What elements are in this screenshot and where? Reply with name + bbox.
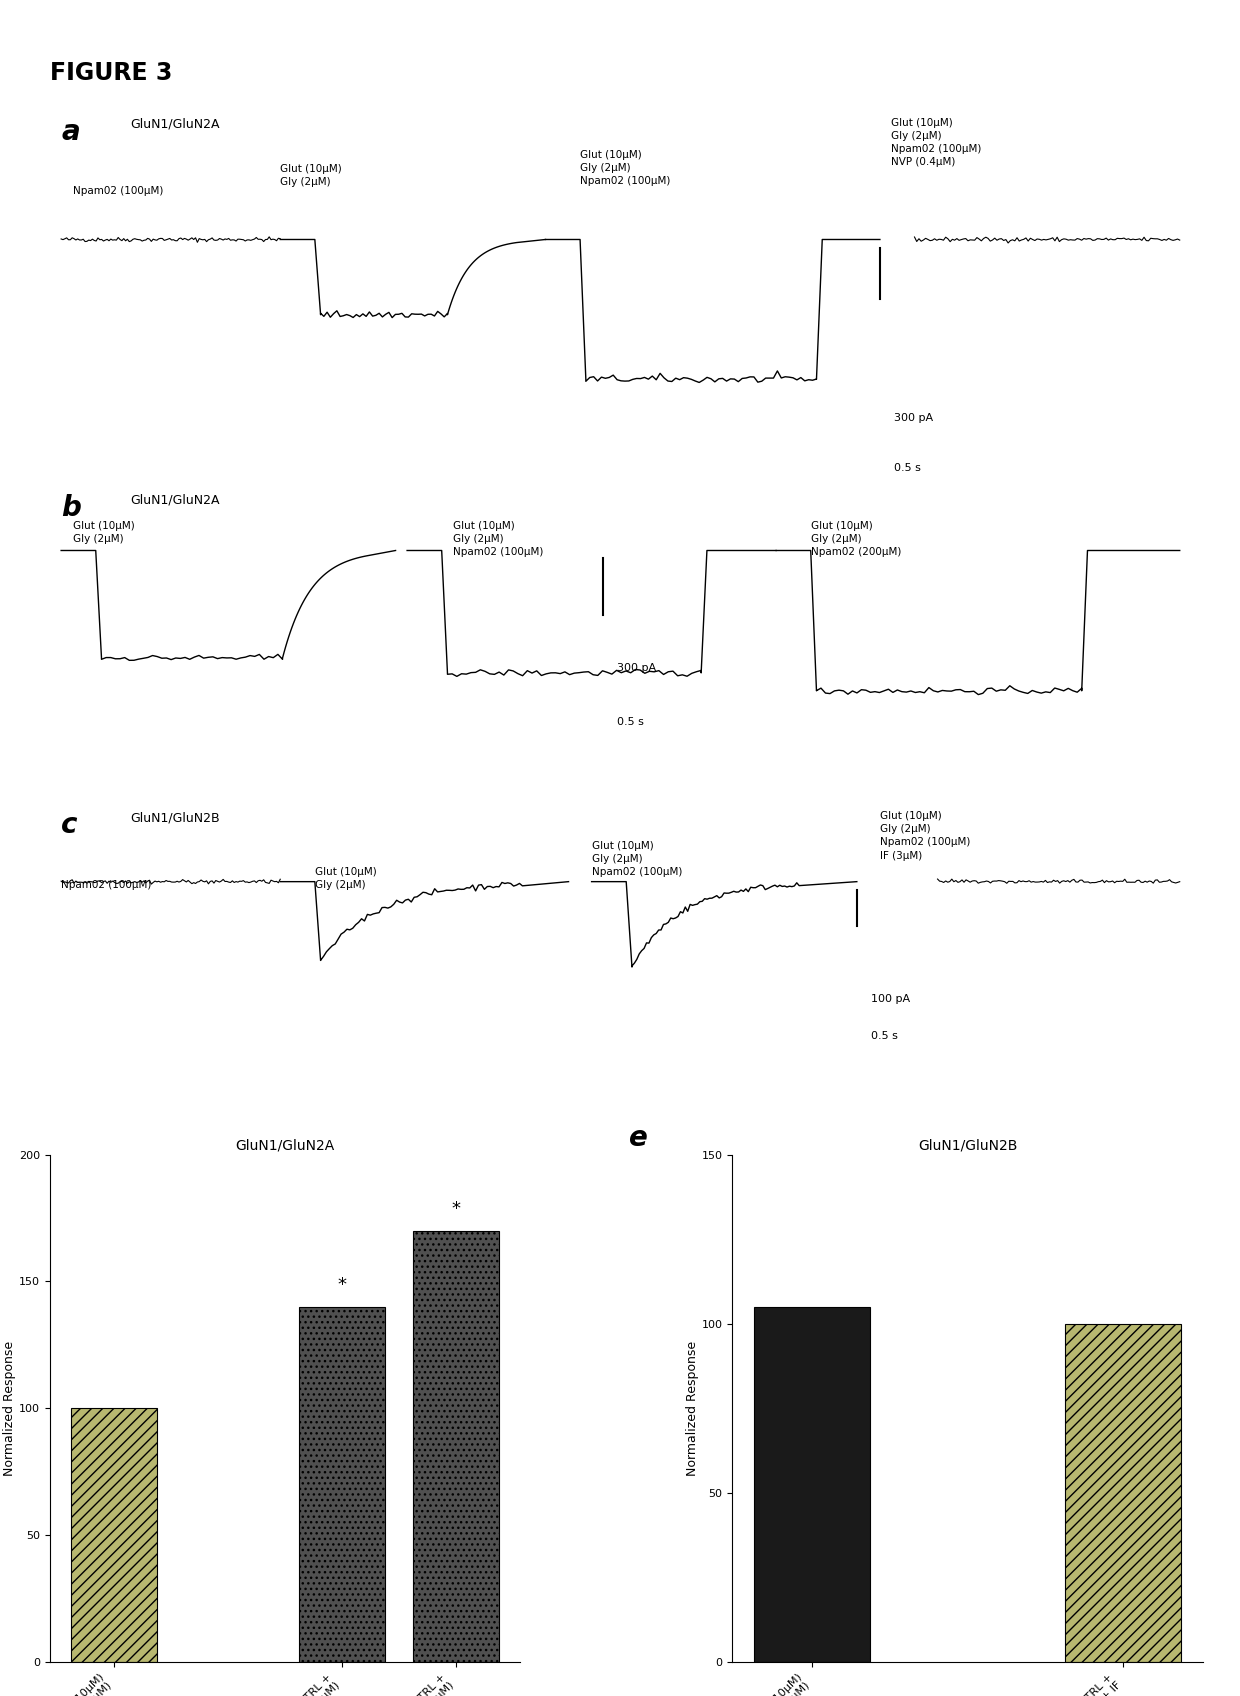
Y-axis label: Normalized Response: Normalized Response <box>686 1342 698 1476</box>
Text: b: b <box>61 494 81 522</box>
Bar <box>754 1308 870 1662</box>
Text: 300 pA: 300 pA <box>894 412 932 422</box>
Text: Glut (10μM)
Gly (2μM): Glut (10μM) Gly (2μM) <box>73 521 134 544</box>
Title: GluN1/GluN2B: GluN1/GluN2B <box>918 1138 1017 1152</box>
Text: Glut (10μM)
Gly (2μM)
Npam02 (100μM)
NVP (0.4μM): Glut (10μM) Gly (2μM) Npam02 (100μM) NVP… <box>892 117 982 168</box>
Text: Glut (10μM)
Gly (2μM)
Npam02 (100μM)
IF (3μM): Glut (10μM) Gly (2μM) Npam02 (100μM) IF … <box>880 811 970 860</box>
Bar <box>71 1408 156 1662</box>
Text: Glut (10μM)
Gly (2μM): Glut (10μM) Gly (2μM) <box>315 867 377 890</box>
Text: Glut (10μM)
Gly (2μM)
Npam02 (200μM): Glut (10μM) Gly (2μM) Npam02 (200μM) <box>811 521 901 556</box>
Title: GluN1/GluN2A: GluN1/GluN2A <box>236 1138 335 1152</box>
Text: GluN1/GluN2A: GluN1/GluN2A <box>130 494 219 507</box>
Y-axis label: Normalized Response: Normalized Response <box>2 1342 16 1476</box>
Bar <box>299 1308 384 1662</box>
Text: 100 pA: 100 pA <box>870 994 910 1004</box>
Text: GluN1/GluN2B: GluN1/GluN2B <box>130 811 219 824</box>
Text: Npam02 (100μM): Npam02 (100μM) <box>73 187 162 195</box>
Text: Glut (10μM)
Gly (2μM)
Npam02 (100μM): Glut (10μM) Gly (2μM) Npam02 (100μM) <box>580 149 671 187</box>
Text: e: e <box>629 1124 647 1152</box>
Text: 300 pA: 300 pA <box>618 663 656 673</box>
Text: Glut (10μM)
Gly (2μM)
Npam02 (100μM): Glut (10μM) Gly (2μM) Npam02 (100μM) <box>591 841 682 877</box>
Text: c: c <box>61 811 78 840</box>
Text: GluN1/GluN2A: GluN1/GluN2A <box>130 117 219 131</box>
Text: Npam02 (100μM): Npam02 (100μM) <box>61 880 151 890</box>
Text: FIGURE 3: FIGURE 3 <box>50 61 172 85</box>
Text: Glut (10μM)
Gly (2μM)
Npam02 (100μM): Glut (10μM) Gly (2μM) Npam02 (100μM) <box>454 521 543 556</box>
Text: a: a <box>61 117 79 146</box>
Text: 0.5 s: 0.5 s <box>894 463 920 473</box>
Text: *: * <box>451 1201 460 1218</box>
Text: Glut (10μM)
Gly (2μM): Glut (10μM) Gly (2μM) <box>280 165 342 188</box>
Text: *: * <box>337 1275 346 1294</box>
Text: 0.5 s: 0.5 s <box>618 716 644 726</box>
Text: 0.5 s: 0.5 s <box>870 1031 898 1041</box>
Bar <box>1065 1325 1182 1662</box>
Bar <box>413 1231 498 1662</box>
